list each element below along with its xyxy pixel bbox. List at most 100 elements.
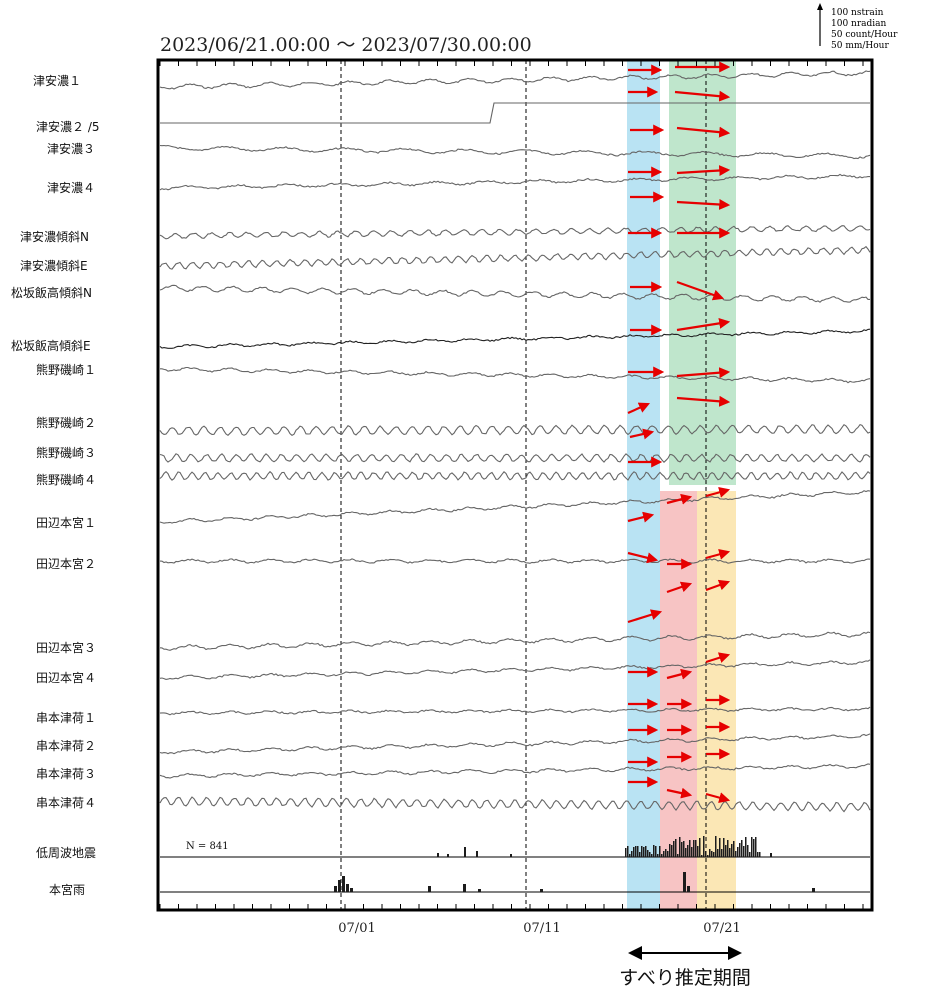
histogram-bar [695, 840, 697, 857]
histogram-bar [463, 884, 466, 892]
histogram-label-0: 低周波地震 [36, 846, 96, 860]
traces [159, 70, 871, 813]
histogram-bar [759, 852, 761, 857]
histogram-bar [747, 845, 749, 857]
trace-line [159, 763, 871, 779]
series-label-18: 串本津荷３ [36, 767, 96, 781]
series-label-14: 田辺本宮３ [36, 640, 96, 655]
histogram-bar [733, 841, 735, 857]
histogram-bar [812, 888, 815, 892]
trace-line [159, 796, 871, 813]
trace-line [159, 733, 871, 755]
histogram-bar [735, 851, 737, 857]
x-tick-label-1: 07/11 [523, 921, 560, 936]
histogram-bar [683, 841, 685, 857]
series-label-4: 津安濃傾斜N [20, 229, 89, 244]
trace-line [160, 366, 871, 384]
histogram-bar [635, 846, 637, 857]
histogram-bar [633, 847, 635, 857]
histogram-bar [685, 848, 687, 857]
x-tick-labels: 07/01 07/11 07/21 [338, 921, 740, 936]
estimated-period-arrow [628, 946, 742, 960]
histogram-bar [478, 889, 481, 892]
histogram-bar [653, 845, 655, 857]
red-arrow [705, 579, 731, 592]
histogram-bar [705, 851, 707, 857]
histogram-bar [655, 846, 657, 857]
trace-line [159, 284, 870, 303]
histogram-bar [701, 855, 703, 857]
histogram-bar [727, 840, 729, 857]
histogram-bar [697, 846, 699, 857]
histogram-bar [725, 845, 727, 857]
trace-line [159, 631, 871, 651]
histogram-bar [669, 844, 671, 857]
histogram-bar [657, 854, 659, 857]
series-label-13: 田辺本宮２ [36, 556, 96, 571]
red-arrow [676, 198, 731, 210]
red-arrow [676, 395, 731, 407]
trace-line [159, 328, 871, 349]
histogram-bar [711, 851, 713, 857]
histogram-bar [645, 846, 647, 857]
histogram-bar [627, 846, 629, 857]
period-arrow-left-icon [628, 946, 642, 960]
trace-line [159, 659, 871, 680]
series-label-6: 松坂飯高傾斜N [11, 285, 92, 300]
estimated-period-label: すべり推定期間 [619, 967, 751, 989]
histogram-bar [637, 846, 639, 857]
series-label-8: 熊野磯崎１ [36, 362, 96, 377]
histogram-bar [625, 848, 627, 857]
series-label-3: 津安濃４ [47, 180, 95, 195]
histogram-bar [679, 837, 681, 857]
trace-line [159, 423, 871, 437]
histogram-bar [643, 847, 645, 857]
red-arrow [676, 317, 731, 332]
trace-line [159, 470, 871, 481]
trace-line [159, 173, 870, 191]
histogram-bar [540, 889, 543, 892]
red-arrow [627, 402, 651, 415]
trace-line [159, 144, 871, 160]
band-green [669, 60, 736, 485]
histogram-bar [428, 886, 431, 892]
histogram-bar [751, 837, 753, 857]
red-arrow [705, 487, 731, 498]
histogram-bar [510, 854, 512, 857]
red-arrow [666, 787, 693, 799]
event-count-label: N = 841 [186, 841, 229, 852]
histogram-bar [687, 845, 689, 857]
scale-arrow-icon [817, 3, 823, 10]
histogram-bar [683, 872, 686, 892]
histogram-bar [667, 851, 669, 857]
histogram-bar [476, 851, 478, 857]
scale-label-1: 100 nradian [831, 19, 887, 29]
histogram-bar [447, 854, 449, 857]
trace-line [159, 490, 871, 524]
series-label-2: 津安濃３ [47, 141, 95, 156]
red-arrow [627, 551, 659, 564]
red-arrow [676, 165, 731, 177]
histogram-bar [659, 846, 661, 857]
histogram-bar [691, 847, 693, 857]
histogram-bar [731, 844, 733, 857]
series-label-10: 熊野磯崎３ [36, 445, 96, 460]
histogram-bar [661, 854, 663, 857]
series-label-9: 熊野磯崎２ [36, 415, 96, 430]
histogram-bar [631, 851, 633, 857]
red-arrow [705, 792, 731, 803]
trace-line [159, 453, 871, 463]
histogram-bar [713, 852, 715, 857]
histogram-bar [346, 884, 349, 892]
histogram-bar [677, 854, 679, 857]
trace-line [159, 225, 871, 240]
series-label-12: 田辺本宮１ [36, 515, 96, 530]
histogram-bar [334, 886, 337, 892]
scale-legend: 100 nstrain 100 nradian 50 count/Hour 50… [817, 3, 898, 51]
date-gridlines [340, 60, 707, 910]
red-arrow [705, 652, 731, 664]
scale-label-0: 100 nstrain [831, 8, 884, 18]
red-arrow [627, 609, 663, 624]
red-arrow [676, 280, 725, 301]
histogram-bar [717, 849, 719, 857]
